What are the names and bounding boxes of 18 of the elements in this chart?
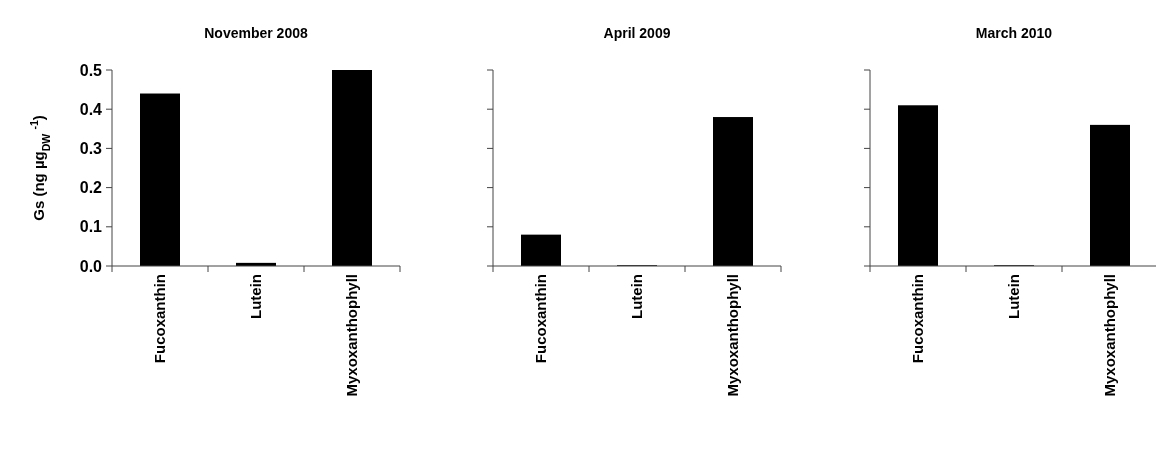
- x-tick-label: Fucoxanthin: [151, 274, 169, 364]
- x-tick-label: Lutein: [247, 274, 265, 319]
- x-tick-label: Fucoxanthin: [909, 274, 927, 364]
- chart-title: March 2010: [975, 25, 1053, 41]
- y-tick-label: 0.2: [79, 179, 103, 197]
- x-tick-label: Myxoxanthophyll: [343, 274, 361, 397]
- x-tick-label: Lutein: [1005, 274, 1023, 319]
- x-tick-label: Lutein: [628, 274, 646, 319]
- x-tick-label: Myxoxanthophyll: [724, 274, 742, 397]
- x-tick-label: Fucoxanthin: [532, 274, 550, 364]
- y-tick-label: 0.3: [79, 140, 103, 157]
- x-tick-label: Myxoxanthophyll: [1101, 274, 1119, 397]
- y-tick-label: 0.4: [79, 100, 103, 118]
- y-tick-label: 0.1: [79, 218, 103, 236]
- chart-title: November 2008: [204, 25, 308, 41]
- text: 0.0: [79, 257, 102, 275]
- chart-title: April 2009: [603, 25, 671, 41]
- y-tick-label: 0.5: [79, 61, 103, 79]
